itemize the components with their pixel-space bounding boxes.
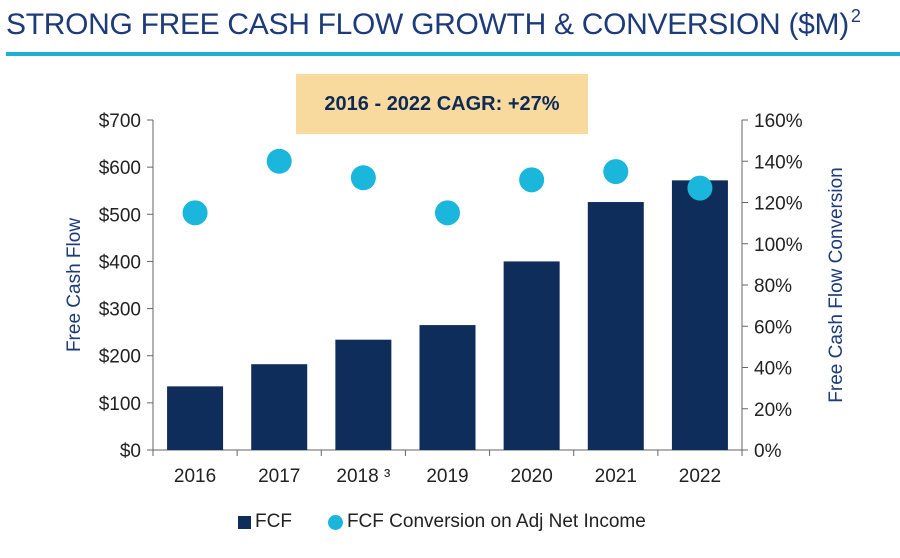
fcf-bar <box>419 325 476 450</box>
fcf-bar <box>167 386 224 450</box>
conversion-point <box>687 175 713 201</box>
fcf-bar <box>503 261 560 450</box>
fcf-bar <box>335 339 392 450</box>
right-tick-label: 0% <box>754 441 782 462</box>
chart-legend: FCF FCF Conversion on Adj Net Income <box>238 511 646 533</box>
x-tick-label: 2017 <box>258 466 300 487</box>
x-tick-label: 2022 <box>679 466 721 487</box>
right-tick-label: 80% <box>754 276 792 297</box>
x-tick-label: 2018 ³ <box>336 466 390 487</box>
right-axis-title: Free Cash Flow Conversion <box>826 167 847 402</box>
page-title: STRONG FREE CASH FLOW GROWTH & CONVERSIO… <box>6 6 861 41</box>
left-tick-label: $600 <box>99 158 141 179</box>
left-tick-label: $0 <box>120 441 141 462</box>
x-tick-label: 2021 <box>595 466 637 487</box>
left-tick-label: $700 <box>99 111 141 132</box>
fcf-bar <box>251 364 308 450</box>
left-tick-label: $400 <box>99 252 141 273</box>
conversion-point <box>519 167 545 193</box>
legend-fcf-swatch <box>238 515 251 529</box>
left-tick-label: $500 <box>99 205 141 226</box>
right-tick-label: 120% <box>754 194 803 215</box>
right-tick-label: 60% <box>754 317 792 338</box>
conversion-point <box>182 200 208 226</box>
conversion-point <box>350 165 376 191</box>
legend-conversion-label: FCF Conversion on Adj Net Income <box>346 511 646 532</box>
x-tick-label: 2019 <box>426 466 468 487</box>
x-tick-label: 2020 <box>511 466 553 487</box>
x-tick-label: 2016 <box>174 466 216 487</box>
fcf-bar <box>671 180 728 451</box>
cagr-callout: 2016 - 2022 CAGR: +27% <box>296 74 588 134</box>
right-tick-label: 100% <box>754 235 803 256</box>
title-underline <box>6 52 900 56</box>
left-tick-label: $100 <box>99 394 141 415</box>
right-tick-label: 140% <box>754 152 803 173</box>
fcf-bar <box>587 202 644 450</box>
conversion-point <box>435 200 460 226</box>
right-tick-label: 20% <box>754 400 792 421</box>
conversion-point <box>266 148 292 174</box>
conversion-point <box>603 159 629 185</box>
right-tick-label: 40% <box>754 359 792 380</box>
legend-conversion-swatch <box>327 514 343 530</box>
right-tick-label: 160% <box>754 111 803 132</box>
legend-fcf-label: FCF <box>255 511 292 532</box>
left-axis-title: Free Cash Flow <box>64 218 85 352</box>
left-tick-label: $200 <box>99 347 141 368</box>
left-tick-label: $300 <box>99 300 141 321</box>
